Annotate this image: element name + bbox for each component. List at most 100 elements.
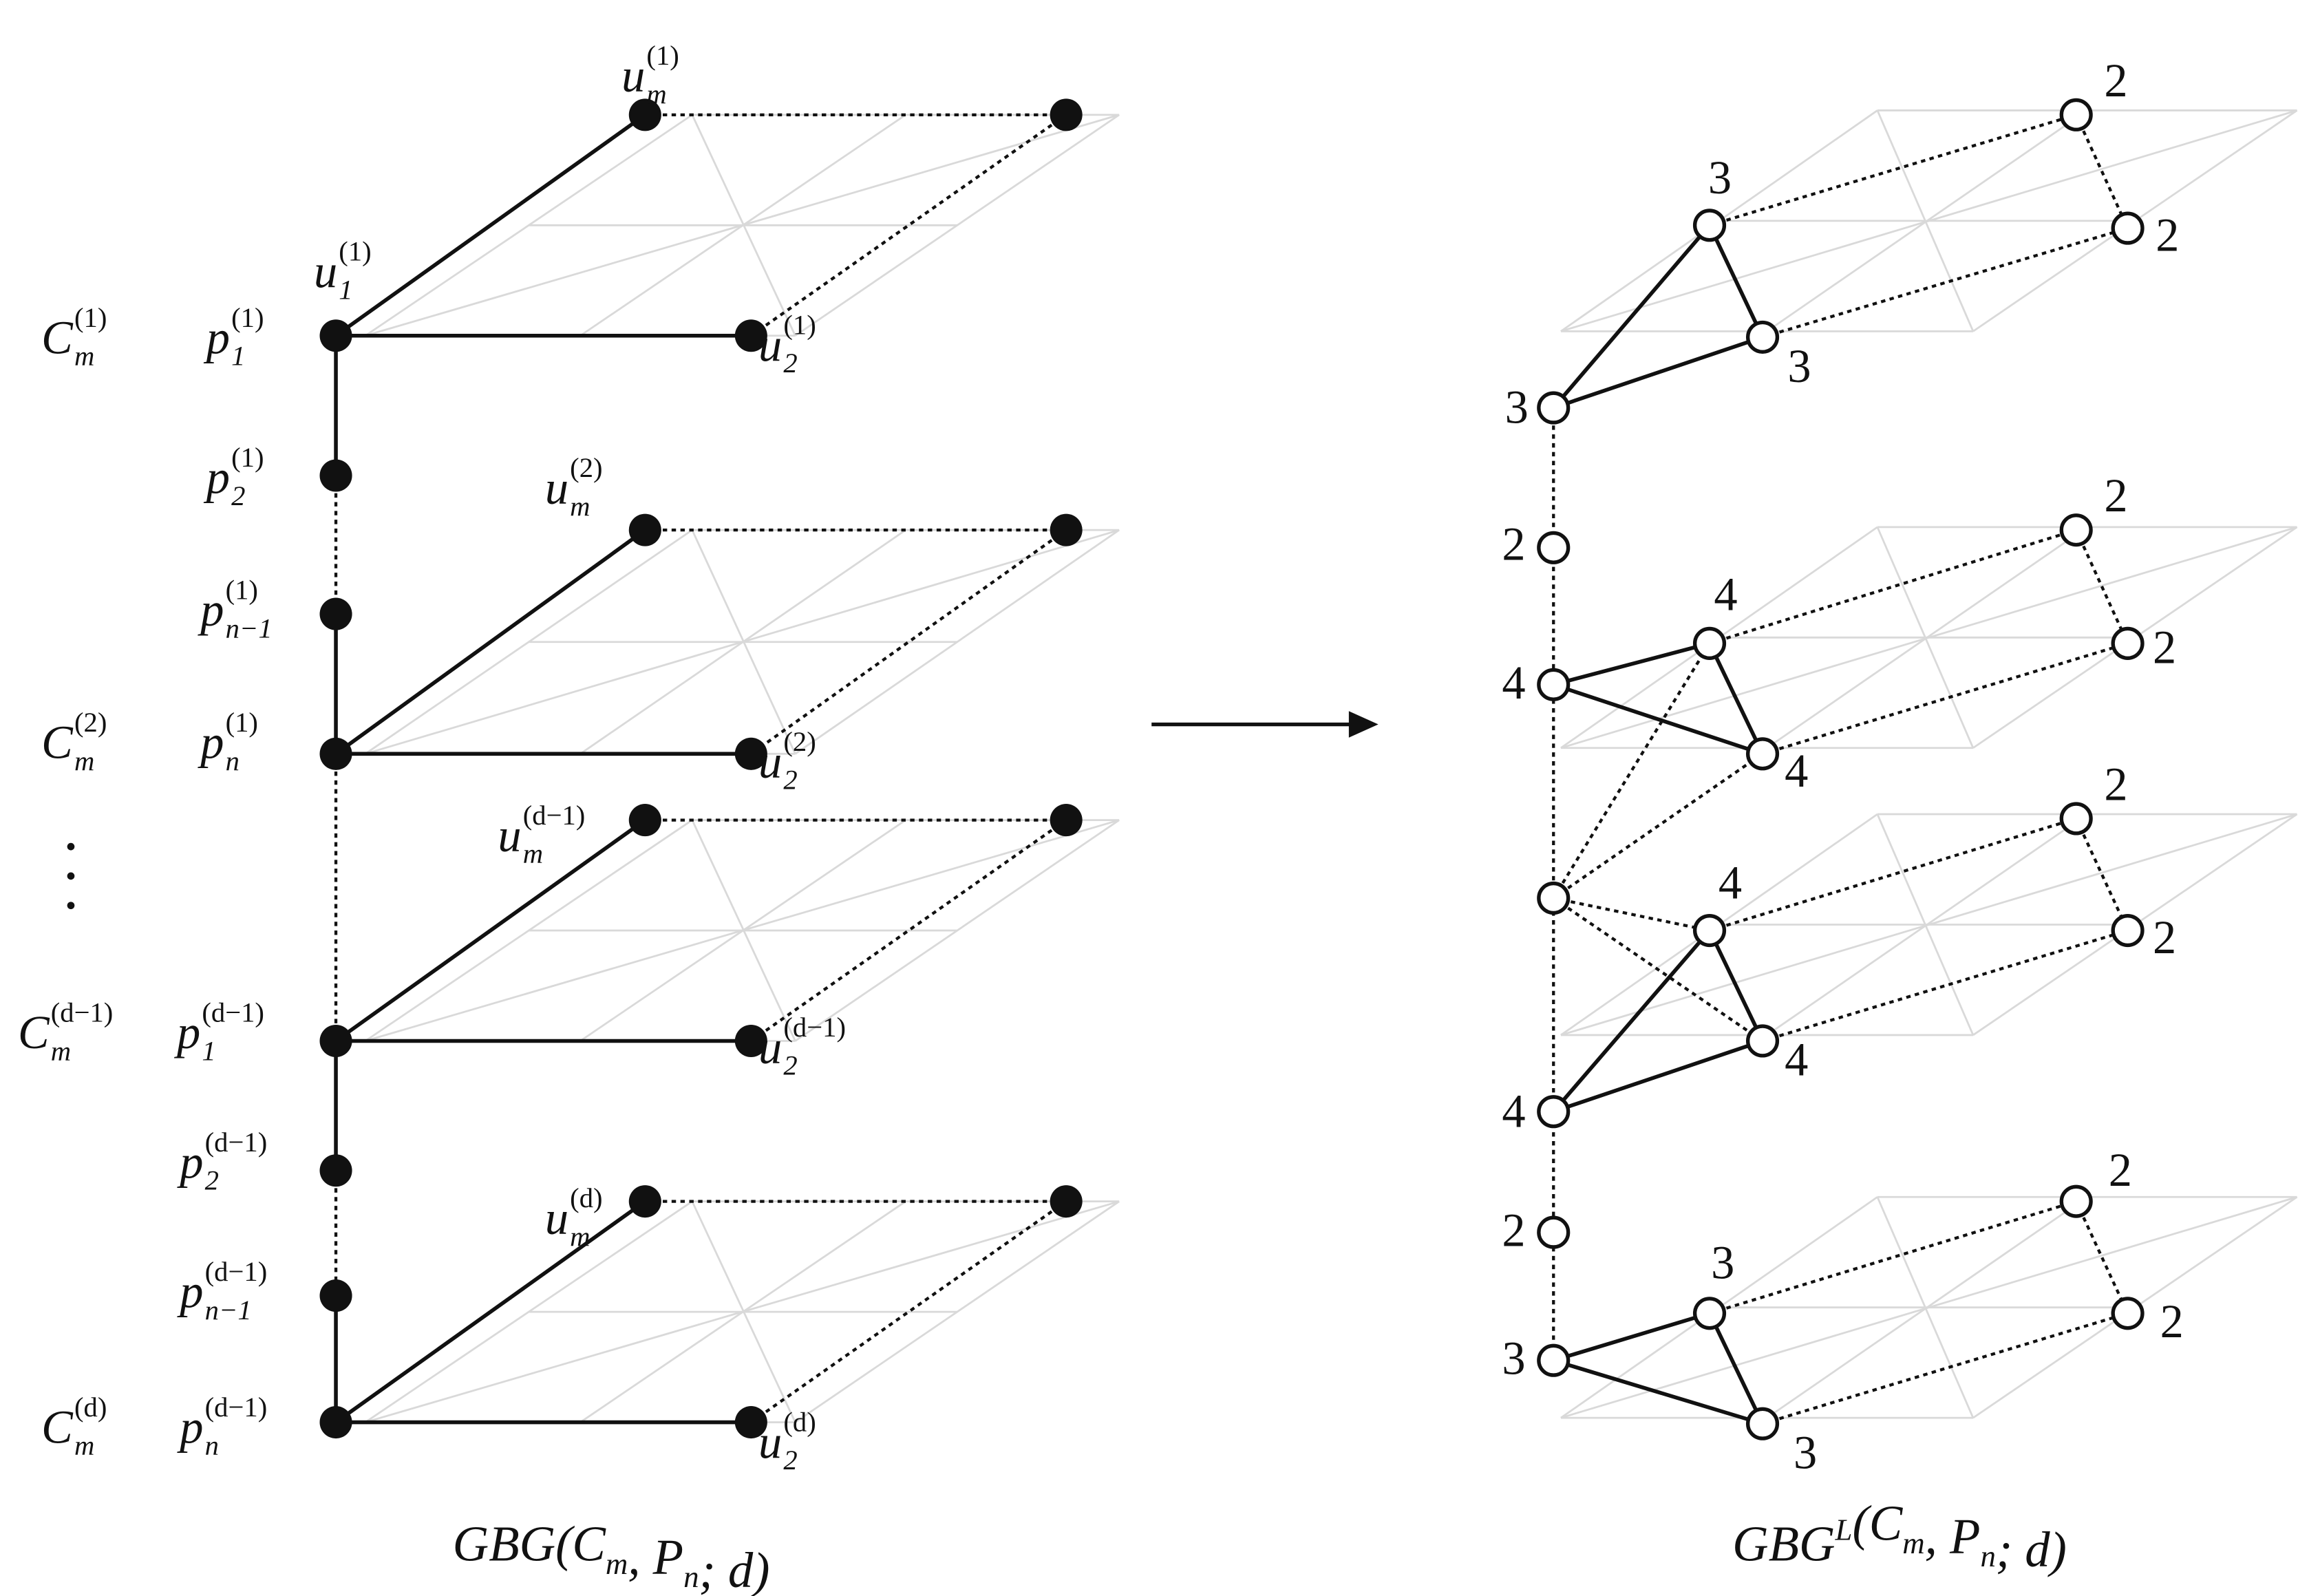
edge bbox=[1553, 752, 1764, 900]
grid-line bbox=[691, 114, 796, 337]
degree-label: 2 bbox=[2109, 1144, 2132, 1196]
label-subscript: 2 bbox=[783, 1050, 797, 1081]
degree-label: 3 bbox=[1505, 381, 1529, 434]
degree-label: 3 bbox=[1502, 1332, 1525, 1385]
label-base: p bbox=[203, 451, 230, 504]
label-subscript: m bbox=[74, 341, 94, 372]
label-subscript: 1 bbox=[202, 1035, 215, 1066]
vertex bbox=[1537, 1215, 1571, 1249]
label-base: u bbox=[498, 809, 521, 862]
label-base: u bbox=[758, 319, 782, 371]
degree-label: 4 bbox=[1719, 857, 1742, 909]
edge bbox=[1553, 1359, 1763, 1426]
edge bbox=[1709, 1200, 2077, 1315]
label-subscript: n bbox=[226, 745, 240, 776]
label-superscript: (1) bbox=[231, 302, 264, 333]
label-superscript: (1) bbox=[646, 40, 679, 71]
label-base: p bbox=[176, 1401, 203, 1454]
vertex bbox=[734, 737, 767, 770]
edge bbox=[2074, 114, 2129, 229]
label-base: p bbox=[176, 1266, 203, 1318]
label-subscript: 1 bbox=[231, 341, 245, 372]
edge bbox=[1553, 641, 1710, 687]
grid-line bbox=[691, 1201, 796, 1423]
edge bbox=[1553, 896, 1710, 933]
vertex bbox=[1745, 1407, 1780, 1440]
degree-label: 4 bbox=[1785, 1033, 1808, 1085]
label-subscript: m bbox=[523, 838, 543, 869]
label-subscript: m bbox=[74, 745, 94, 776]
edge bbox=[1709, 817, 2077, 933]
degree-label: 3 bbox=[1708, 151, 1732, 204]
edge bbox=[2074, 529, 2129, 644]
edge bbox=[1707, 929, 1765, 1042]
label-subscript: m bbox=[646, 78, 666, 109]
ellipsis-dot bbox=[67, 872, 75, 880]
label-superscript: (d−1) bbox=[51, 997, 114, 1028]
vertex bbox=[2059, 1184, 2093, 1218]
ellipsis-dot bbox=[67, 902, 75, 910]
vertex bbox=[628, 513, 661, 546]
edge bbox=[2074, 1200, 2129, 1315]
degree-label: 3 bbox=[1711, 1237, 1734, 1289]
degree-label: 2 bbox=[2160, 1295, 2184, 1348]
vertex bbox=[319, 1279, 352, 1312]
degree-label: 4 bbox=[1785, 745, 1808, 797]
grid-line bbox=[1876, 526, 1975, 749]
degree-label: 2 bbox=[1502, 1204, 1525, 1257]
grid-layer bbox=[365, 109, 2298, 1423]
vertical-ellipsis bbox=[67, 842, 75, 910]
vertex bbox=[1692, 1297, 1727, 1330]
edge bbox=[334, 818, 646, 1043]
vertex bbox=[734, 1024, 767, 1058]
caption-text: (C bbox=[1853, 1496, 1904, 1551]
label-superscript: (1) bbox=[339, 236, 371, 267]
edge bbox=[1553, 683, 1763, 756]
caption-text: , P bbox=[628, 1529, 683, 1585]
grid-line bbox=[1560, 526, 2297, 749]
grid-line bbox=[1876, 813, 1975, 1036]
label-base: u bbox=[545, 1192, 568, 1244]
grid-line bbox=[1560, 109, 2297, 332]
degree-label: 2 bbox=[2153, 621, 2176, 673]
grid-line bbox=[365, 1200, 1120, 1423]
ellipsis-dot bbox=[67, 842, 75, 851]
degree-label: 2 bbox=[2156, 209, 2179, 261]
vertex bbox=[1050, 513, 1083, 546]
caption-text: ; d) bbox=[1996, 1522, 2067, 1577]
vertex bbox=[2059, 802, 2093, 836]
vertex bbox=[1692, 913, 1727, 948]
label-superscript: (1) bbox=[226, 575, 258, 606]
caption-subscript: n bbox=[683, 1560, 699, 1594]
edge bbox=[750, 818, 1067, 1043]
edge bbox=[1552, 224, 1712, 409]
label-superscript: (1) bbox=[226, 707, 258, 738]
vertex bbox=[2111, 211, 2145, 245]
label-base: p bbox=[176, 1136, 203, 1188]
grid-line bbox=[1876, 109, 1975, 332]
edge bbox=[1762, 641, 2129, 756]
grid-line bbox=[1560, 813, 2297, 1036]
label-subscript: m bbox=[570, 491, 590, 522]
vertex bbox=[1692, 209, 1727, 242]
caption: GBGL(Cm, Pn; d) bbox=[1732, 1496, 2067, 1578]
label-base: p bbox=[197, 584, 224, 636]
degree-label: 2 bbox=[1502, 518, 1525, 571]
label-subscript: 2 bbox=[783, 765, 797, 796]
vertex bbox=[319, 459, 352, 492]
label-superscript: (2) bbox=[783, 726, 816, 757]
vertex bbox=[2059, 513, 2093, 547]
label-superscript: (d−1) bbox=[205, 1256, 268, 1287]
edge bbox=[1553, 1311, 1710, 1363]
label-base: C bbox=[41, 716, 74, 769]
vertex bbox=[1537, 531, 1571, 564]
edge bbox=[1707, 1312, 1765, 1425]
label-superscript: (1) bbox=[783, 310, 816, 341]
node-layer bbox=[319, 98, 2145, 1440]
label-base: u bbox=[621, 50, 645, 102]
vertex bbox=[319, 1154, 352, 1187]
vertex bbox=[1050, 1185, 1083, 1218]
vertex bbox=[319, 319, 352, 352]
degree-label: 2 bbox=[2153, 911, 2176, 964]
grid-line bbox=[691, 820, 796, 1042]
